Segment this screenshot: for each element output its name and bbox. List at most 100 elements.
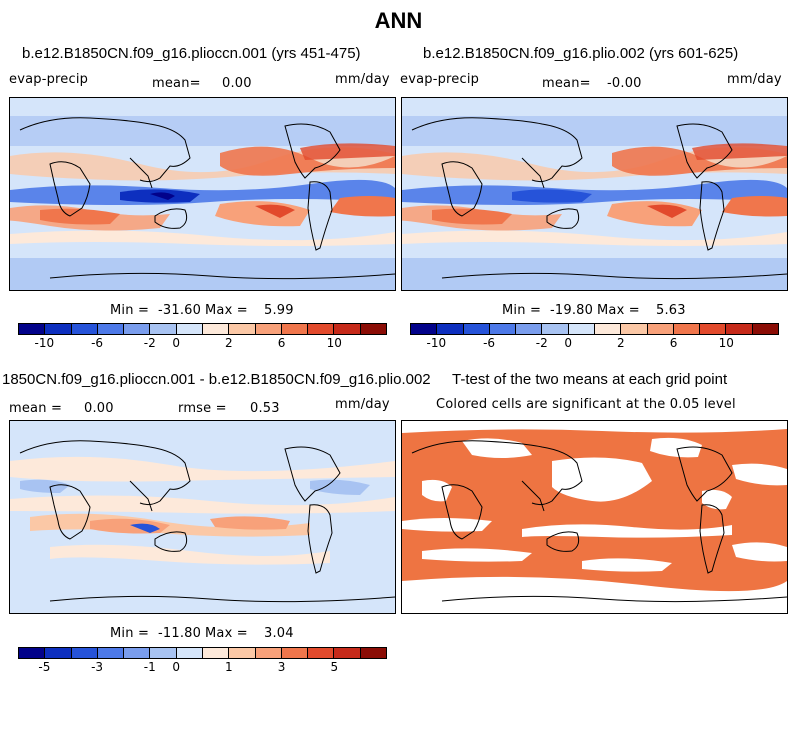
colorbar-cell xyxy=(124,324,151,334)
panel2-min-value: -19.80 xyxy=(550,303,594,318)
colorbar-cell xyxy=(202,324,230,334)
panel1-colorbar xyxy=(18,323,387,335)
colorbar-tick-label: -5 xyxy=(38,660,51,674)
colorbar-cell xyxy=(334,324,361,334)
panel2-mean-value: -0.00 xyxy=(607,76,642,91)
panel1-max-label: Max = xyxy=(205,303,248,318)
panel1-min-label: Min = xyxy=(110,303,150,318)
panel1-units: mm/day xyxy=(335,72,390,87)
colorbar-tick-label: -10 xyxy=(34,336,55,350)
panel2-units: mm/day xyxy=(727,72,782,87)
panel3-map xyxy=(9,420,396,614)
colorbar-tick-label: 3 xyxy=(277,660,286,674)
colorbar-tick-label: 0 xyxy=(564,336,572,350)
colorbar-cell xyxy=(360,324,386,334)
colorbar-tick-label: 10 xyxy=(326,336,342,350)
colorbar-cell xyxy=(726,324,753,334)
panel2-colorbar xyxy=(410,323,779,335)
colorbar-cell xyxy=(202,648,230,658)
panel2-max-value: 5.63 xyxy=(656,303,686,318)
colorbar-cell xyxy=(176,324,203,334)
colorbar-cell xyxy=(71,324,98,334)
colorbar-tick-label: 1 xyxy=(225,660,233,674)
colorbar-cell xyxy=(176,648,203,658)
panel1-mean-label: mean= xyxy=(152,76,201,91)
colorbar-tick-label: 10 xyxy=(718,336,734,350)
colorbar-cell xyxy=(594,324,622,334)
colorbar-tick-label: -2 xyxy=(535,336,548,350)
panel3-rmse-value: 0.53 xyxy=(250,401,280,416)
panel1-map xyxy=(9,97,396,291)
panel3-title: 1850CN.f09_g16.plioccn.001 - b.e12.B1850… xyxy=(2,371,431,388)
panel1-mean-value: 0.00 xyxy=(222,76,252,91)
colorbar-cell xyxy=(97,648,125,658)
panel3-rmse-label: rmse = xyxy=(178,401,227,416)
colorbar-cell xyxy=(150,648,177,658)
colorbar-cell xyxy=(516,324,543,334)
colorbar-cell xyxy=(308,324,335,334)
colorbar-cell xyxy=(621,324,648,334)
colorbar-tick-label: 6 xyxy=(669,336,678,350)
colorbar-tick-label: 0 xyxy=(172,660,180,674)
colorbar-cell xyxy=(411,324,438,334)
colorbar-cell xyxy=(229,324,256,334)
colorbar-tick-label: 2 xyxy=(617,336,625,350)
panel1-min-value: -31.60 xyxy=(158,303,202,318)
panel2-mean-label: mean= xyxy=(542,76,591,91)
colorbar-cell xyxy=(568,324,595,334)
colorbar-cell xyxy=(489,324,517,334)
panel3-max-label: Max = xyxy=(205,626,248,641)
colorbar-cell xyxy=(463,324,490,334)
colorbar-cell xyxy=(673,324,701,334)
colorbar-cell xyxy=(542,324,569,334)
panel3-mean-label: mean = xyxy=(9,401,63,416)
colorbar-cell xyxy=(360,648,386,658)
colorbar-cell xyxy=(281,648,309,658)
colorbar-cell xyxy=(700,324,727,334)
colorbar-cell xyxy=(308,648,335,658)
colorbar-tick-label: -6 xyxy=(483,336,496,350)
panel3-max-value: 3.04 xyxy=(264,626,294,641)
panel1-variable: evap-precip xyxy=(9,72,89,87)
panel2-variable: evap-precip xyxy=(400,72,480,87)
colorbar-cell xyxy=(255,324,282,334)
panel4-map xyxy=(401,420,788,614)
colorbar-cell xyxy=(437,324,464,334)
colorbar-cell xyxy=(19,324,46,334)
colorbar-tick-label: -10 xyxy=(426,336,447,350)
colorbar-tick-label: -1 xyxy=(143,660,156,674)
panel3-mean-value: 0.00 xyxy=(84,401,114,416)
colorbar-cell xyxy=(281,324,309,334)
panel4-title: T-test of the two means at each grid poi… xyxy=(452,371,728,388)
colorbar-cell xyxy=(97,324,125,334)
colorbar-cell xyxy=(45,648,72,658)
colorbar-tick-label: -6 xyxy=(91,336,104,350)
colorbar-cell xyxy=(150,324,177,334)
colorbar-cell xyxy=(229,648,256,658)
colorbar-tick-label: -2 xyxy=(143,336,156,350)
panel3-colorbar xyxy=(18,647,387,659)
colorbar-cell xyxy=(752,324,778,334)
panel2-title: b.e12.B1850CN.f09_g16.plio.002 (yrs 601-… xyxy=(423,45,739,62)
colorbar-cell xyxy=(45,324,72,334)
panel2-map xyxy=(401,97,788,291)
colorbar-cell xyxy=(334,648,361,658)
colorbar-cell xyxy=(19,648,46,658)
panel2-max-label: Max = xyxy=(597,303,640,318)
colorbar-cell xyxy=(71,648,98,658)
panel1-max-value: 5.99 xyxy=(264,303,294,318)
panel2-min-label: Min = xyxy=(502,303,542,318)
colorbar-tick-label: 2 xyxy=(225,336,233,350)
colorbar-cell xyxy=(647,324,674,334)
colorbar-tick-label: 6 xyxy=(277,336,286,350)
panel4-subtitle: Colored cells are significant at the 0.0… xyxy=(436,397,736,412)
colorbar-cell xyxy=(255,648,282,658)
colorbar-cell xyxy=(124,648,151,658)
page-title: ANN xyxy=(374,8,423,33)
colorbar-tick-label: -3 xyxy=(91,660,104,674)
colorbar-tick-label: 0 xyxy=(172,336,180,350)
panel3-units: mm/day xyxy=(335,397,390,412)
panel3-min-value: -11.80 xyxy=(158,626,202,641)
panel1-title: b.e12.B1850CN.f09_g16.plioccn.001 (yrs 4… xyxy=(22,45,361,62)
panel3-min-label: Min = xyxy=(110,626,150,641)
